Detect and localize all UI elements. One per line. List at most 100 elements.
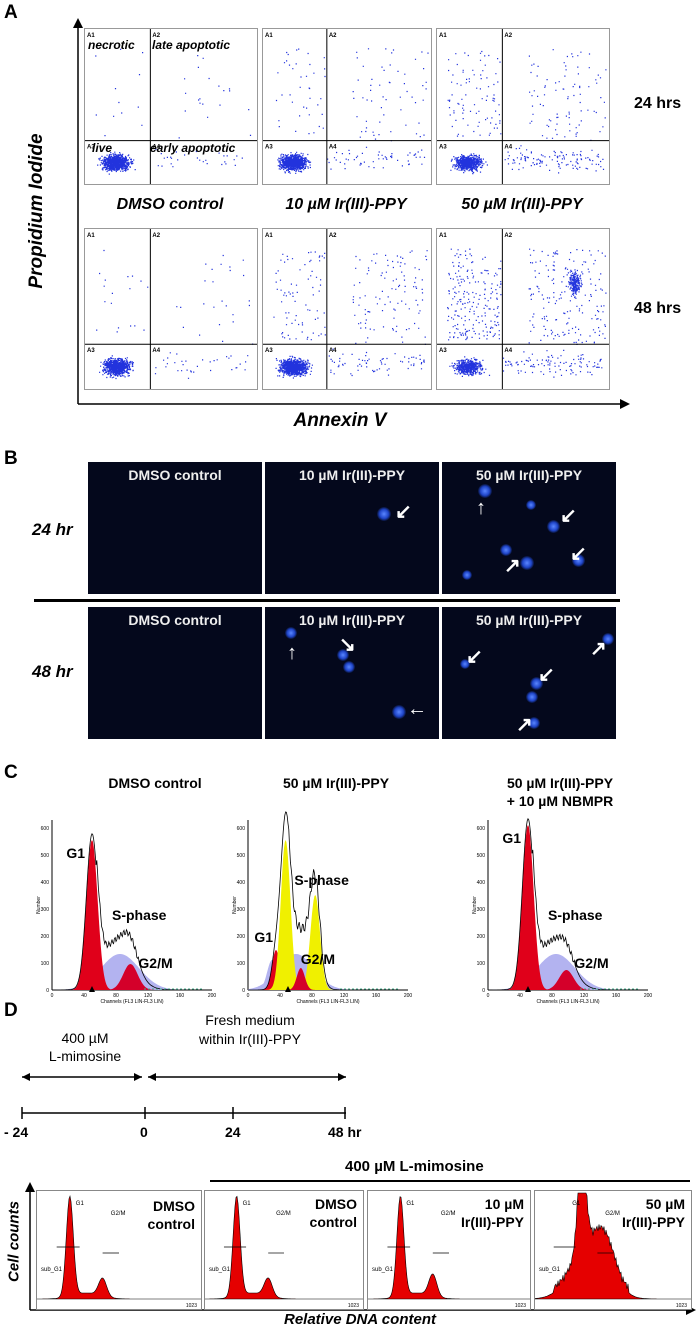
y-tick: 400: [237, 880, 246, 886]
micrograph-label: 10 µM Ir(III)-PPY: [298, 612, 406, 628]
y-tick: 0: [242, 988, 245, 994]
timeline-label-mimosine-1: 400 µM: [61, 1030, 109, 1046]
panel-a-axes: [73, 18, 630, 409]
x-tick: 40: [81, 993, 87, 999]
histogram-y-label: Number: [232, 896, 238, 914]
arrow-icon: ↙: [466, 646, 483, 668]
box-label-line1: DMSO: [153, 1198, 195, 1214]
micrograph-48-10um: 10 µM Ir(III)-PPY ↑ ↘ ←: [265, 607, 439, 739]
x-max-tick: 1023: [186, 1303, 197, 1309]
panel-a-letter: A: [4, 2, 18, 23]
peak-label-s: S-phase: [294, 872, 349, 888]
histogram-outline: [248, 811, 408, 991]
y-tick: 300: [237, 907, 246, 913]
quadrant-id: A4: [152, 348, 160, 354]
micrograph-label: DMSO control: [128, 467, 222, 483]
peak-label-g2m: G2/M: [574, 955, 608, 971]
quadrant-early-apoptotic: early apoptotic: [150, 141, 236, 155]
panel-a-col-label-3: 50 µM Ir(III)-PPY: [461, 196, 583, 213]
histogram-x-label: Channels (FL3 LIN-FL3 LIN): [100, 999, 163, 1005]
flow-scatter-plot: A1 A2 A3 A4: [84, 228, 258, 390]
x-tick: 0: [51, 993, 54, 999]
flow-scatter-plot: A1 A2 A3 A4: [262, 228, 432, 390]
x-tick: 80: [309, 993, 315, 999]
micrograph-label: 50 µM Ir(III)-PPY: [475, 612, 583, 628]
scatter-points: [275, 48, 429, 174]
quadrant-id: A3: [265, 145, 273, 151]
arrow-icon: ↙: [560, 505, 577, 527]
y-tick: 0: [46, 988, 49, 994]
y-tick: 400: [41, 880, 50, 886]
peak-label-g1: G1: [243, 1201, 252, 1207]
panel-b-row-label-48: 48 hr: [32, 662, 73, 681]
quadrant-id: A2: [152, 33, 160, 39]
panel-a-row-label-48: 48 hrs: [634, 300, 682, 317]
x-tick: 160: [612, 993, 621, 999]
panel-c-title-2: 50 µM Ir(III)-PPY: [282, 775, 390, 791]
mimosine-bracket-line: [210, 1180, 690, 1182]
quadrant-necrotic: necrotic: [88, 38, 135, 52]
y-tick: 300: [477, 907, 486, 913]
peak-label-s: S-phase: [112, 907, 167, 923]
g2m-peak-fill: [488, 970, 648, 990]
arrow-icon: ←: [407, 698, 427, 720]
quadrant-id: A4: [329, 145, 337, 151]
panel-a-row-label-24: 24 hrs: [634, 95, 682, 112]
x-max-tick: 1023: [348, 1303, 359, 1309]
quadrant-id: A4: [329, 348, 337, 354]
arrow-icon: ↘: [339, 634, 356, 656]
y-tick: 600: [41, 826, 50, 832]
panel-a-col-label-2: 10 µM Ir(III)-PPY: [285, 196, 407, 213]
histogram-x-label: Channels (FL3 LIN-FL3 LIN): [296, 999, 359, 1005]
peak-label-g1: G1: [572, 1201, 581, 1207]
quadrant-id: A2: [329, 33, 337, 39]
panel-b-divider: [34, 599, 620, 602]
box-label-line1: DMSO: [315, 1196, 357, 1212]
micrograph-label: 10 µM Ir(III)-PPY: [298, 467, 406, 483]
y-tick: 100: [237, 961, 246, 967]
arrow-icon: ↗: [590, 638, 607, 660]
flow-scatter-plot: A1 A2 A3 A4: [436, 228, 610, 390]
peak-label-g2m: G2/M: [111, 1211, 126, 1217]
x-tick: 120: [580, 993, 589, 999]
histogram-y-label: Number: [36, 896, 42, 914]
x-tick: 200: [208, 993, 217, 999]
panel-c-title-3a: 50 µM Ir(III)-PPY: [506, 775, 614, 791]
peak-label-g1: G1: [406, 1201, 415, 1207]
panel-c-title-1: DMSO control: [108, 775, 202, 791]
dna-histogram: G1 G2/M sub_G1 1023 50 µM Ir(III)-PPY: [534, 1190, 692, 1310]
peak-label-g2m: G2/M: [301, 951, 335, 967]
x-tick: 160: [176, 993, 185, 999]
scatter-points: [447, 248, 607, 378]
panel-a-xlabel: Annexin V: [293, 410, 387, 431]
dna-histogram-fill: [205, 1195, 363, 1300]
scatter-points: [95, 48, 252, 175]
timeline-label-fresh-2: within Ir(III)-PPY: [199, 1031, 301, 1047]
peak-label-g2m: G2/M: [605, 1211, 620, 1217]
panel-c-histograms: 0 40 80 120 160 2000100200300400500600Channel…: [36, 811, 653, 1005]
timeline-tick-48: 48 hr: [328, 1124, 362, 1140]
peak-label-s: S-phase: [548, 907, 603, 923]
flow-scatter-plot: A1 A2 A3 A4: [436, 28, 610, 185]
histogram-outline: [488, 817, 648, 991]
panel-b-row-label-24: 24 hr: [32, 520, 73, 539]
panel-d-ylabel: Cell counts: [5, 1201, 23, 1282]
x-tick: 0: [247, 993, 250, 999]
g1-peak-fill: [488, 825, 648, 990]
quadrant-id: A4: [152, 145, 160, 151]
g1-peak-fill: [52, 840, 212, 990]
peak-label-g2m: G2/M: [441, 1211, 456, 1217]
arrow-icon: ↑: [287, 642, 297, 664]
scatter-points: [273, 250, 428, 379]
y-tick: 600: [237, 826, 246, 832]
x-max-tick: 1023: [515, 1303, 526, 1309]
scatter-points: [96, 249, 254, 380]
x-tick: 200: [644, 993, 653, 999]
x-tick: 40: [277, 993, 283, 999]
sub-g1-label: sub_G1: [209, 1267, 231, 1273]
box-label-line2: Ir(III)-PPY: [622, 1214, 686, 1230]
quadrant-id: A1: [439, 233, 447, 239]
box-label-line2: control: [310, 1214, 357, 1230]
histogram-outline: [52, 833, 212, 991]
x-tick: 160: [372, 993, 381, 999]
